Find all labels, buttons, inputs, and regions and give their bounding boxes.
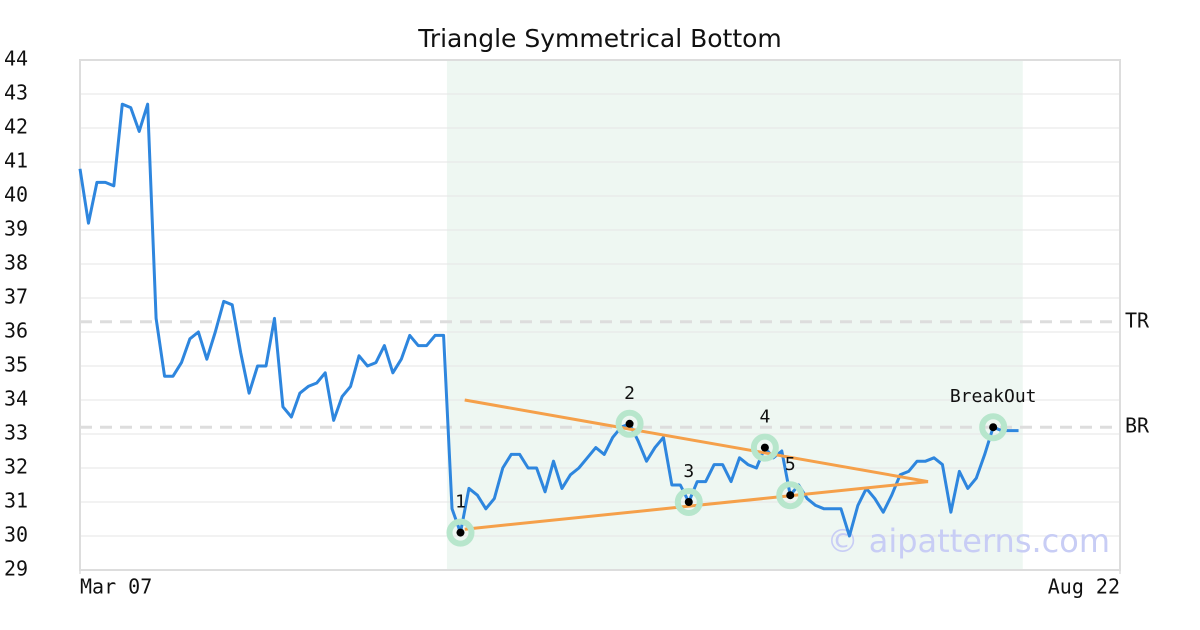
- x-tick-label: Mar 07: [80, 575, 152, 599]
- y-tick-label: 38: [4, 251, 28, 275]
- y-tick-label: 29: [4, 557, 28, 581]
- watermark: © aipatterns.com: [827, 522, 1110, 560]
- reference-label: BR: [1125, 414, 1150, 438]
- pivot-halo: [750, 433, 779, 462]
- y-tick-label: 31: [4, 489, 28, 513]
- pivot-halo: [776, 481, 805, 510]
- pivot-dot: [989, 423, 998, 432]
- y-tick-label: 44: [4, 47, 28, 71]
- pivot-label: 4: [759, 407, 770, 428]
- y-tick-label: 32: [4, 455, 28, 479]
- pivot-dot: [625, 419, 634, 428]
- pivot-halo: [446, 518, 475, 547]
- y-tick-label: 37: [4, 285, 28, 309]
- pivot-label: 2: [624, 383, 635, 404]
- y-tick-label: 40: [4, 183, 28, 207]
- price-line: [78, 102, 1019, 538]
- pivot-halo: [674, 488, 703, 516]
- y-tick-label: 43: [4, 81, 28, 105]
- plot-frame: [79, 59, 1121, 571]
- trendline: [464, 398, 929, 484]
- pivot-dot: [684, 498, 693, 506]
- pattern-region: [446, 60, 1023, 570]
- pivot-halo: [979, 413, 1008, 442]
- y-tick-label: 30: [4, 523, 28, 547]
- pivot-dot: [456, 528, 465, 537]
- pivot-halo: [615, 409, 644, 438]
- pivot-label: 3: [683, 461, 694, 482]
- pivot-dot: [760, 443, 769, 452]
- y-tick-label: 41: [4, 149, 28, 173]
- pivot-label: BreakOut: [950, 386, 1037, 407]
- pivot-label: 1: [455, 492, 466, 513]
- y-tick-label: 36: [4, 319, 28, 343]
- y-tick-label: 35: [4, 353, 28, 377]
- x-tick-label: Aug 22: [1048, 575, 1120, 599]
- y-tick-label: 42: [4, 115, 28, 139]
- pivot-label: 5: [785, 454, 796, 475]
- reference-label: TR: [1125, 308, 1150, 332]
- y-tick-label: 39: [4, 217, 28, 241]
- pivot-dot: [786, 491, 795, 500]
- chart-title: Triangle Symmetrical Bottom: [417, 24, 782, 53]
- y-tick-label: 33: [4, 421, 28, 445]
- y-tick-label: 34: [4, 387, 28, 411]
